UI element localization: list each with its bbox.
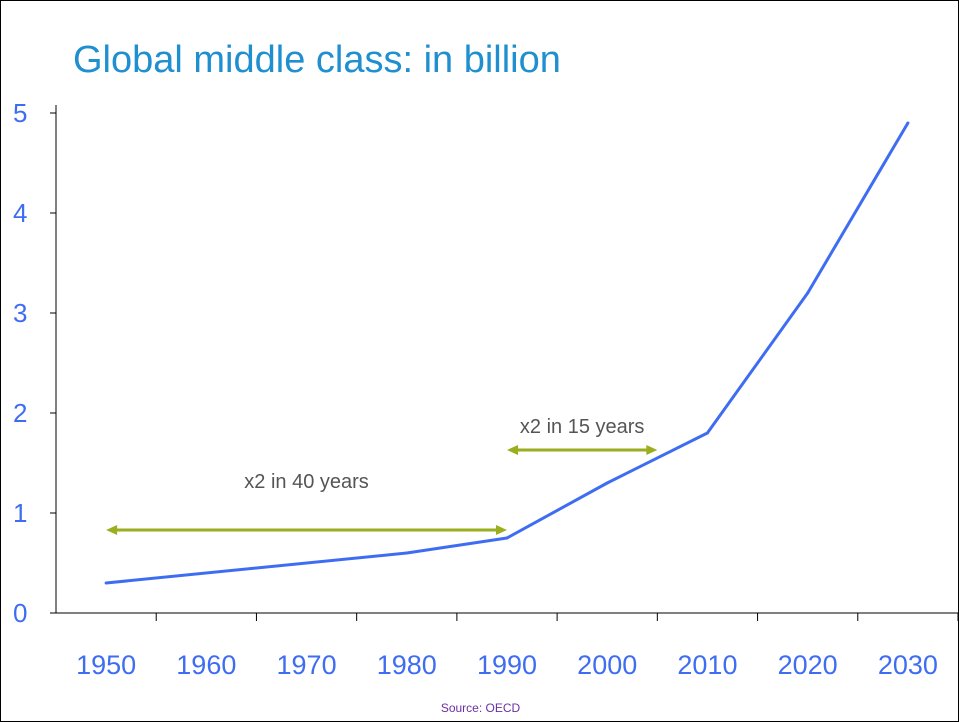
x-tick-label: 1970 — [277, 650, 337, 680]
data-point — [906, 121, 910, 125]
data-point — [806, 291, 810, 295]
source-note: Source: OECD — [440, 701, 521, 715]
x-tick-label: 1950 — [76, 650, 136, 680]
y-tick-label: 5 — [13, 98, 27, 128]
annotation-arrowhead-left — [507, 445, 518, 455]
annotation-label: x2 in 40 years — [244, 471, 369, 493]
chart-labels: 0 1 2 3 4 5 1950 1960 1970 1980 1990 2000 2010 2020 20… — [13, 98, 938, 680]
y-tick-label: 3 — [13, 298, 27, 328]
data-point — [405, 551, 409, 555]
data-point — [705, 431, 709, 435]
chart-title: Global middle class: in billion — [73, 39, 561, 81]
x-tick-label: 2030 — [878, 650, 938, 680]
x-tick-label: 1980 — [377, 650, 437, 680]
y-tick-label: 2 — [13, 398, 27, 428]
annotation-label: x2 in 15 years — [520, 416, 645, 438]
data-point — [104, 581, 108, 585]
series-line — [105, 122, 910, 585]
x-tick-label: 1960 — [176, 650, 236, 680]
annotation-arrowhead-right — [496, 525, 507, 535]
data-point — [605, 481, 609, 485]
y-tick-label: 0 — [13, 598, 27, 628]
annotation-arrowhead-right — [646, 445, 658, 455]
y-tick-label: 1 — [13, 498, 27, 528]
chart-axes — [50, 105, 958, 621]
data-point — [505, 536, 509, 540]
annotation-arrowhead-left — [106, 525, 118, 535]
y-tick-label: 4 — [13, 198, 27, 228]
x-tick-label: 2020 — [778, 650, 838, 680]
x-tick-label: 2010 — [677, 650, 737, 680]
chart-marks — [104, 121, 910, 585]
x-tick-label: 1990 — [477, 650, 537, 680]
x-tick-label: 2000 — [577, 650, 637, 680]
